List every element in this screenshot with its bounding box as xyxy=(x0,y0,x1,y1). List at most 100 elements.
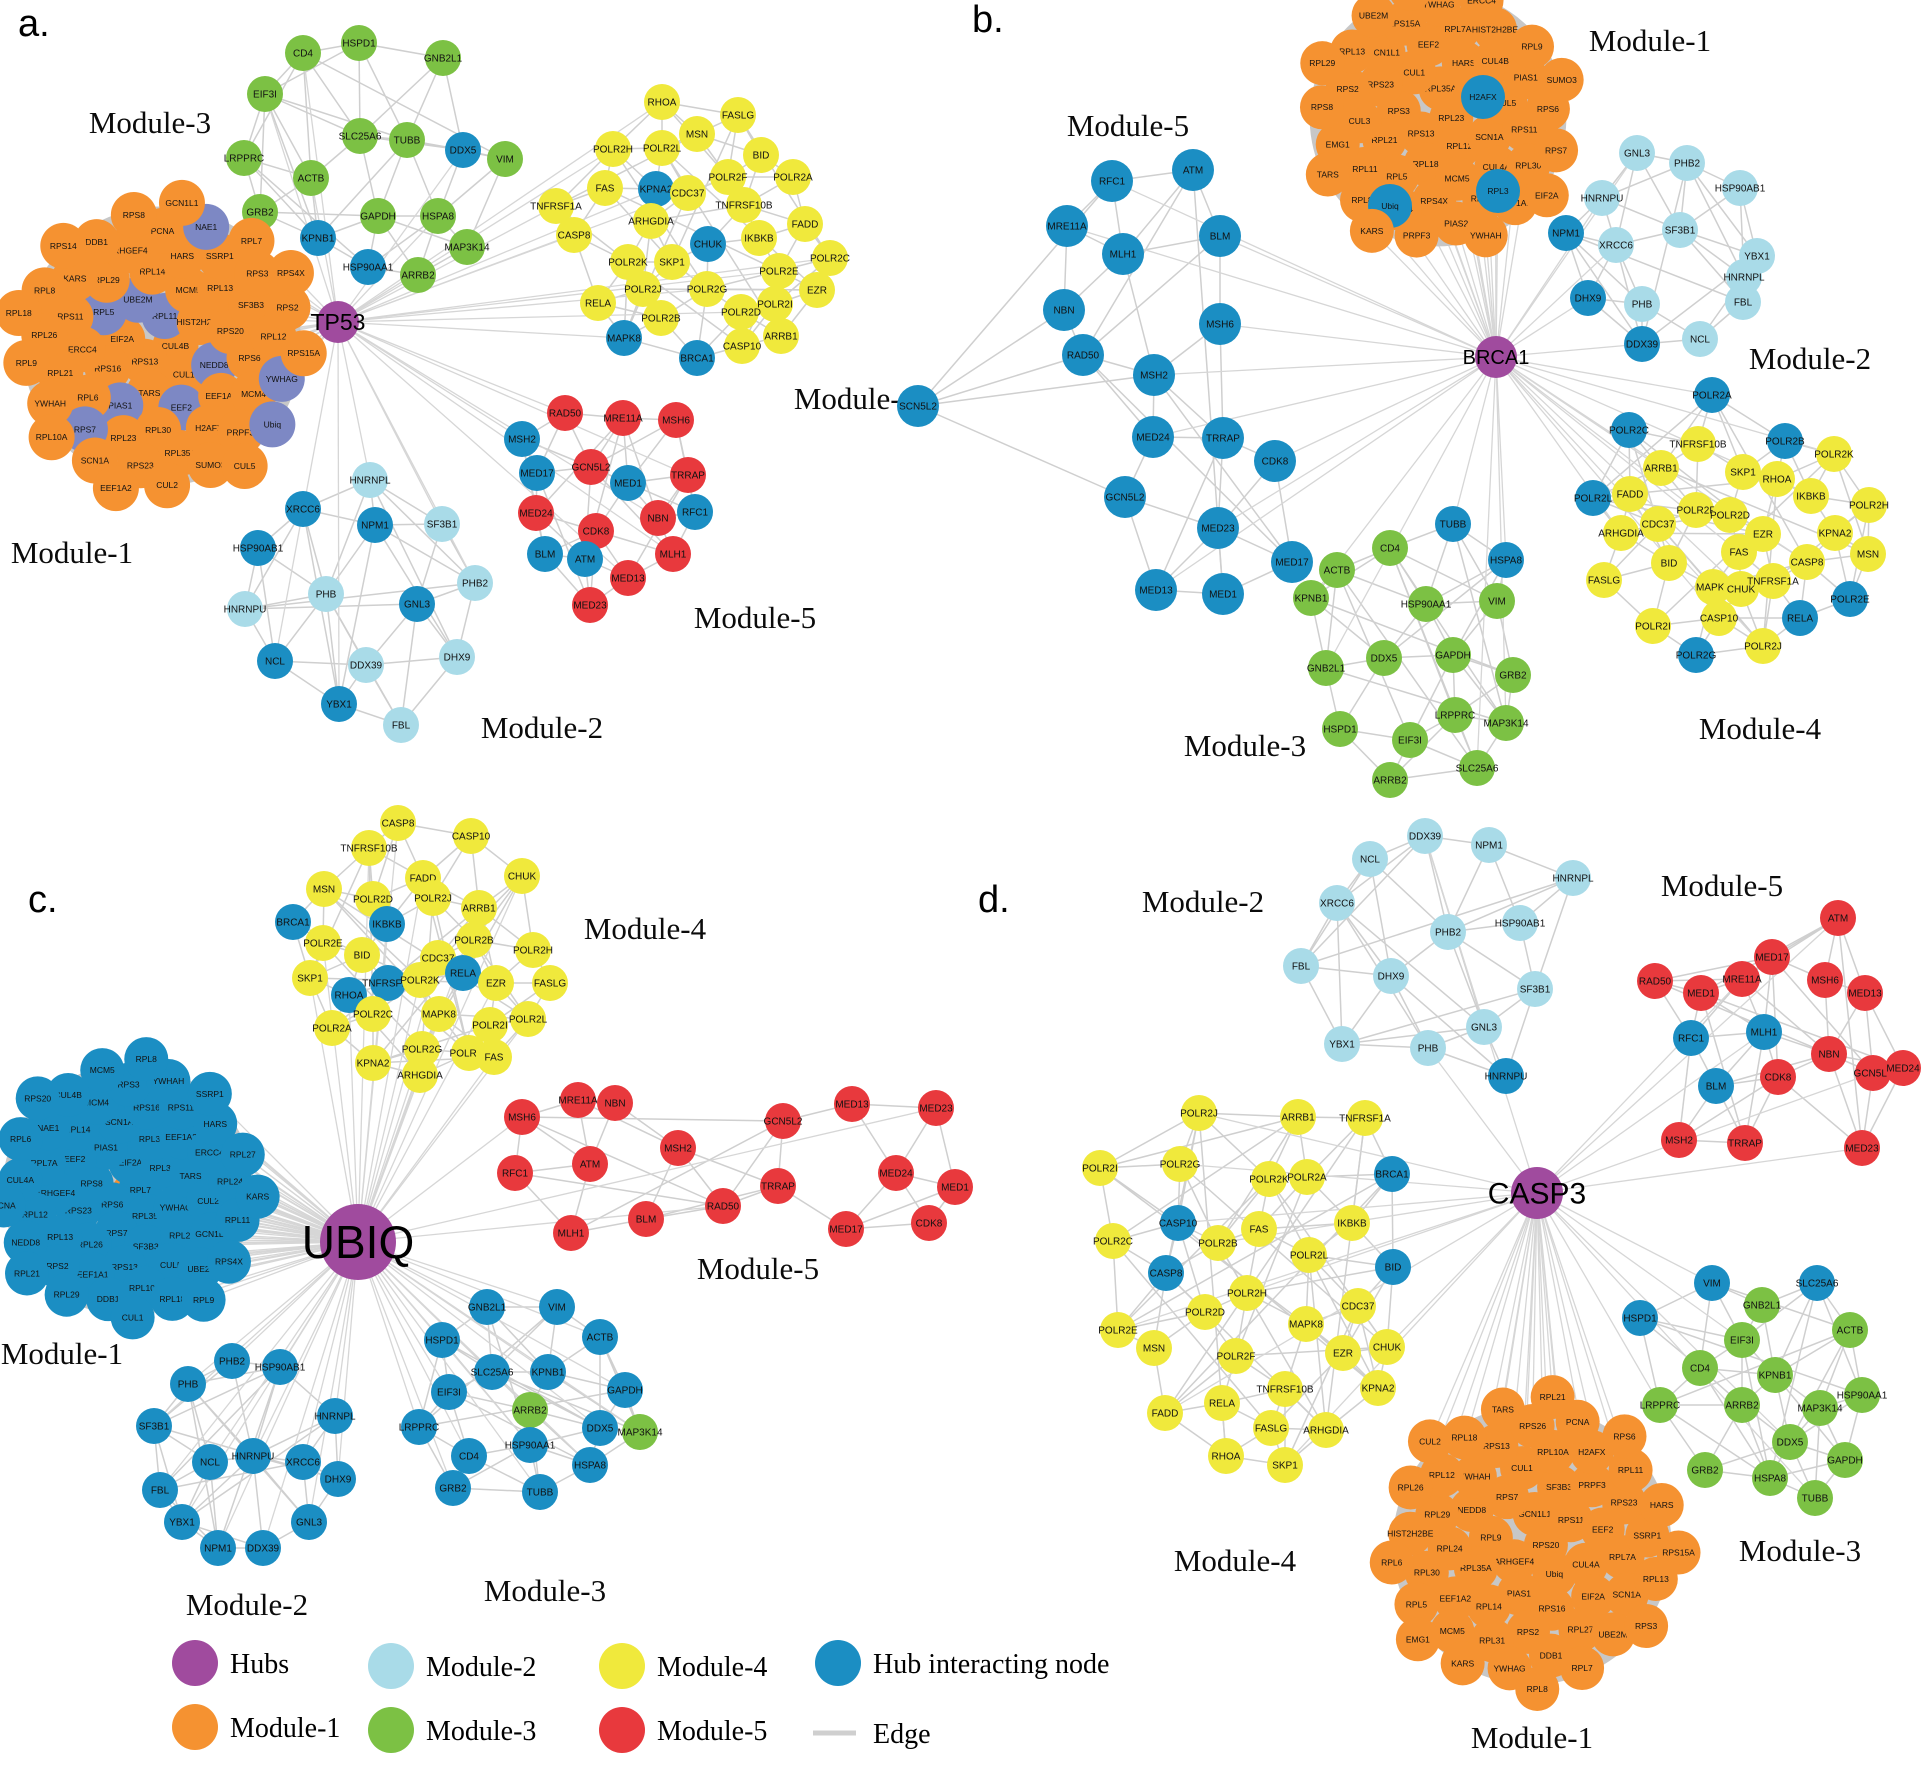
node-KARS: KARS xyxy=(235,1174,280,1219)
node-label-Ubiq: Ubiq xyxy=(1546,1569,1564,1579)
node-label-RPL12: RPL12 xyxy=(22,1210,48,1220)
node-label-BID: BID xyxy=(354,951,371,962)
node-label-ARHGEF4: ARHGEF4 xyxy=(1494,1556,1534,1566)
edge xyxy=(374,524,476,584)
module-title-c-module-5: Module-5 xyxy=(697,1251,819,1286)
hub-edge xyxy=(1536,1192,1554,1398)
node-circle-RPL8 xyxy=(124,1037,169,1082)
node-GNB2L1: GNB2L1 xyxy=(424,40,463,76)
node-label-NPM1: NPM1 xyxy=(1475,841,1503,852)
node-GRB2: GRB2 xyxy=(435,1470,471,1506)
node-label-FBL: FBL xyxy=(392,721,411,732)
node-label-SKP1: SKP1 xyxy=(659,258,685,269)
node-circle-RAD50 xyxy=(1637,963,1673,999)
node-NPM1: NPM1 xyxy=(200,1530,236,1566)
node-KPNB1: KPNB1 xyxy=(1757,1357,1793,1393)
node-circle-MED13 xyxy=(1135,569,1177,611)
node-circle-POLR2K xyxy=(1251,1161,1287,1197)
node-label-GNB2L1: GNB2L1 xyxy=(468,1303,507,1314)
node-label-MSN: MSN xyxy=(1857,550,1879,561)
node-circle-PHB xyxy=(1624,286,1660,322)
node-circle-RPL18 xyxy=(0,290,42,337)
node-label-CUL4A: CUL4A xyxy=(1572,1560,1600,1570)
node-label-VIM: VIM xyxy=(548,1303,566,1314)
node-circle-KPNB1 xyxy=(530,1354,566,1390)
node-MED1: MED1 xyxy=(610,465,646,501)
node-circle-RPL29 xyxy=(1300,41,1345,86)
node-label-POLR2G: POLR2G xyxy=(687,285,728,296)
edge xyxy=(1300,835,1426,967)
node-label-BID: BID xyxy=(1385,1263,1402,1274)
node-circle-VIM xyxy=(539,1289,575,1325)
node-label-SF3B1: SF3B1 xyxy=(427,520,458,531)
node-SSRP1: SSRP1 xyxy=(187,1071,232,1116)
node-POLR2C: POLR2C xyxy=(1609,412,1649,448)
node-KPNB1: KPNB1 xyxy=(530,1354,566,1390)
node-ACTB: ACTB xyxy=(582,1319,618,1355)
node-label-CUL3: CUL3 xyxy=(1349,116,1371,126)
node-label-XRCC6: XRCC6 xyxy=(1599,241,1633,252)
node-label-KPNA2: KPNA2 xyxy=(357,1059,390,1070)
node-label-HSPA8: HSPA8 xyxy=(422,212,454,223)
hub-edge xyxy=(1536,1192,1661,1406)
node-EZR: EZR xyxy=(478,965,514,1001)
node-PHB: PHB xyxy=(1624,286,1660,322)
edge xyxy=(1082,354,1293,563)
node-label-RPS3: RPS3 xyxy=(117,1080,139,1090)
hub-edge xyxy=(357,1056,495,1243)
edge xyxy=(1565,232,1643,345)
node-PHB: PHB xyxy=(1410,1030,1446,1066)
panel-letter-b: b. xyxy=(972,0,1004,41)
node-label-RPS3: RPS3 xyxy=(1388,106,1410,116)
node-label-RHOA: RHOA xyxy=(335,991,364,1002)
node-ATM: ATM xyxy=(1820,900,1856,936)
hub-edge xyxy=(1455,223,1497,358)
node-GNB2L1: GNB2L1 xyxy=(468,1289,507,1325)
edge xyxy=(917,405,1126,498)
node-label-RELA: RELA xyxy=(450,969,476,980)
node-label-HSP90AB1: HSP90AB1 xyxy=(1495,919,1546,930)
edge xyxy=(448,1391,591,1466)
node-label-RPL10A: RPL10A xyxy=(36,432,68,442)
node-label-MSH2: MSH2 xyxy=(1140,371,1168,382)
module-title-a-module-5: Module-5 xyxy=(694,600,816,635)
node-circle-DDX5 xyxy=(582,1410,618,1446)
node-circle-MRE11A xyxy=(560,1082,596,1118)
node-label-RPL14: RPL14 xyxy=(1476,1601,1502,1611)
node-GAPDH: GAPDH xyxy=(1827,1442,1863,1478)
node-RPL5: RPL5 xyxy=(1394,1582,1439,1627)
node-POLR2C: POLR2C xyxy=(353,996,393,1032)
node-label-RPL30: RPL30 xyxy=(1515,160,1541,170)
node-circle-POLR2G xyxy=(689,271,725,307)
node-circle-NBN xyxy=(1043,289,1085,331)
node-label-MSH6: MSH6 xyxy=(662,416,690,427)
node-label-YWHAG: YWHAG xyxy=(1422,0,1454,10)
node-label-RPL14: RPL14 xyxy=(139,267,165,277)
module-title-c-module-3: Module-3 xyxy=(484,1573,606,1608)
node-label-CHUK: CHUK xyxy=(1727,585,1756,596)
node-circle-GNB2L1 xyxy=(469,1289,505,1325)
node-label-RPS6: RPS6 xyxy=(101,1199,123,1209)
node-label-POLR2E: POLR2E xyxy=(759,267,799,278)
node-circle-CD4 xyxy=(1682,1350,1718,1386)
node-circle-PHB xyxy=(308,576,344,612)
node-label-FADD: FADD xyxy=(792,220,819,231)
node-RPS15A: RPS15A xyxy=(280,330,327,377)
module-title-b-module-1: Module-1 xyxy=(1589,23,1711,58)
node-circle-CHUK xyxy=(1369,1329,1405,1365)
node-MSH2: MSH2 xyxy=(1133,354,1175,396)
panel-b-labels: BRCA1Module-5Module-1Module-2Module-4Mod… xyxy=(972,0,1871,763)
node-label-BLM: BLM xyxy=(1706,1082,1727,1093)
hub-circle xyxy=(1475,336,1517,378)
node-FAS: FAS xyxy=(587,170,623,206)
node-KPNA2: KPNA2 xyxy=(1817,515,1853,551)
node-label-IKBKB: IKBKB xyxy=(1796,492,1826,503)
node-RHOA: RHOA xyxy=(1208,1438,1244,1474)
node-label-LRPPRC: LRPPRC xyxy=(224,154,265,165)
node-NBN: NBN xyxy=(1811,1036,1847,1072)
node-label-GAPDH: GAPDH xyxy=(1435,651,1471,662)
node-label-RPS11: RPS11 xyxy=(57,312,84,322)
hub-circle xyxy=(1511,1167,1563,1219)
node-label-CUL5: CUL5 xyxy=(1495,98,1517,108)
edge xyxy=(1336,902,1485,1028)
